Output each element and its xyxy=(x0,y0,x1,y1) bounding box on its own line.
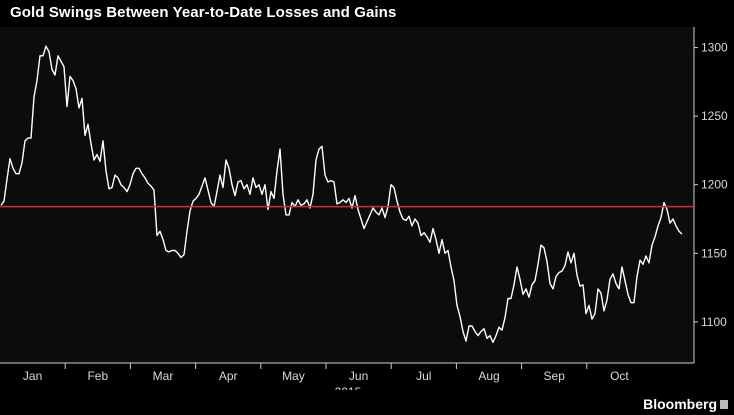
x-axis: Jan Feb Mar Apr May Jun Jul Aug Sep Oct xyxy=(0,362,694,383)
bloomberg-logo-icon xyxy=(720,399,728,409)
x-tick-label: Jan xyxy=(23,369,42,383)
brand-footer: Bloomberg xyxy=(643,396,728,412)
y-tick-label: 1100 xyxy=(701,315,727,329)
x-tick-label: Jul xyxy=(416,369,431,383)
x-axis-year-label: 2015 xyxy=(335,385,362,390)
x-tick-label: Jun xyxy=(349,369,368,383)
x-tick-label: Mar xyxy=(153,369,174,383)
gold-price-line xyxy=(0,45,683,344)
chart-title: Gold Swings Between Year-to-Date Losses … xyxy=(10,4,397,21)
plot-area xyxy=(0,27,694,363)
y-tick-label: 1200 xyxy=(701,178,728,192)
x-tick-label: Sep xyxy=(544,369,566,383)
x-tick-label: Apr xyxy=(219,369,238,383)
x-tick-label: May xyxy=(282,369,305,383)
bloomberg-logo-text: Bloomberg xyxy=(643,396,717,412)
y-axis: 1100 1150 1200 1250 1300 xyxy=(693,27,728,363)
y-tick-label: 1250 xyxy=(701,109,728,123)
x-tick-label: Feb xyxy=(87,369,108,383)
y-tick-label: 1150 xyxy=(701,246,727,260)
y-tick-label: 1300 xyxy=(701,41,728,55)
chart-frame: 1100 1150 1200 1250 1300 Jan Feb Mar Apr May Jun J… xyxy=(0,27,734,399)
x-tick-label: Aug xyxy=(478,369,499,383)
x-tick-label: Oct xyxy=(610,369,629,383)
